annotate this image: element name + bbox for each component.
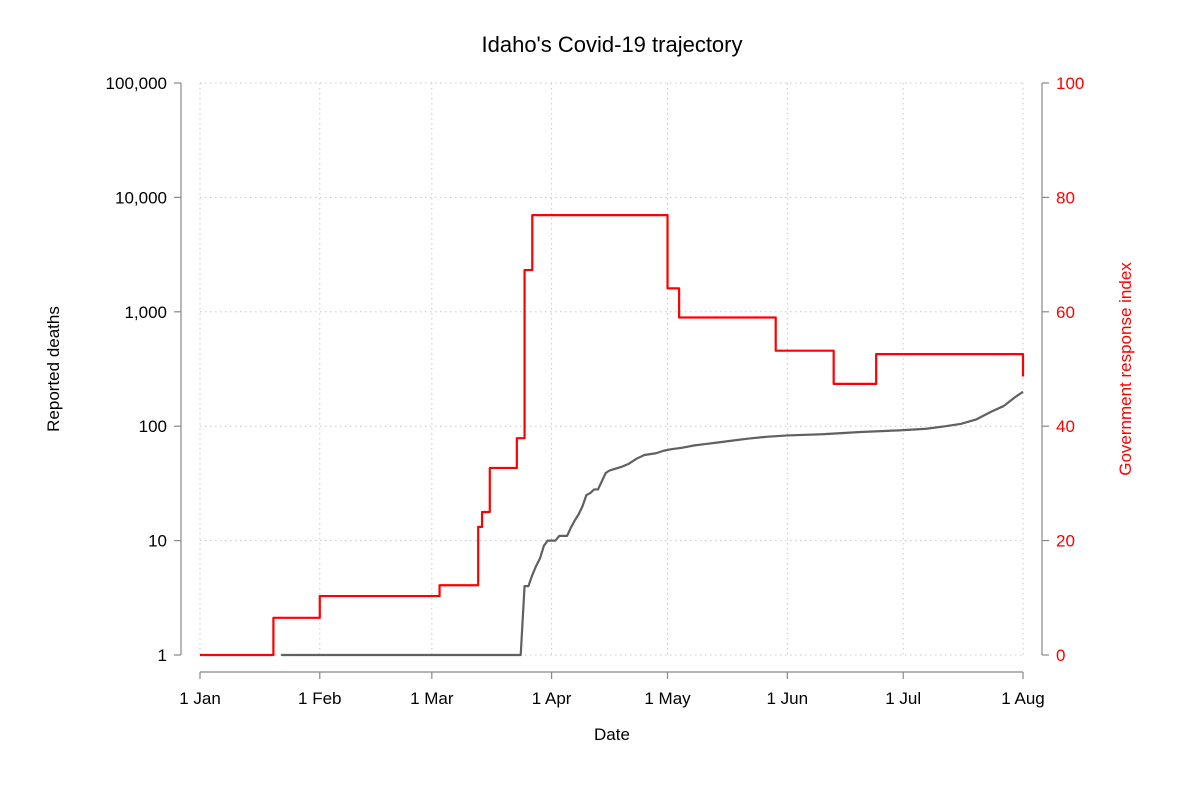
y-tick-label: 10,000 [115,188,167,207]
y2-tick-label: 80 [1056,188,1075,207]
y2-axis-title: Government response index [1116,262,1135,476]
y-tick-label: 100 [139,417,167,436]
y2-tick-label: 0 [1056,646,1065,665]
x-tick-label: 1 Mar [410,689,454,708]
x-axis-title: Date [594,725,630,744]
y-tick-label: 100,000 [106,74,167,93]
y-tick-label: 10 [148,532,167,551]
y-axis-title: Reported deaths [44,306,63,432]
y2-tick-label: 60 [1056,303,1075,322]
government-response-index-line [200,214,1025,657]
axes [174,82,1049,679]
x-tick-label: 1 Jun [767,689,809,708]
x-tick-label: 1 May [644,689,691,708]
series-lines [200,214,1025,657]
reported-deaths-line [281,390,1024,657]
x-tick-label: 1 Jul [885,689,921,708]
x-tick-label: 1 Apr [532,689,572,708]
x-tick-label: 1 Jan [179,689,221,708]
y2-tick-label: 20 [1056,532,1075,551]
y-tick-label: 1,000 [124,303,167,322]
x-tick-label: 1 Feb [298,689,341,708]
y-tick-label: 1 [158,646,167,665]
y2-tick-label: 40 [1056,417,1075,436]
x-tick-label: 1 Aug [1001,689,1045,708]
y2-tick-label: 100 [1056,74,1084,93]
tick-labels: 1 Jan 1 Feb 1 Mar 1 Apr 1 May 1 Jun 1 Jul 1 Aug… [106,74,1085,708]
chart-title: Idaho's Covid-19 trajectory [482,32,743,57]
